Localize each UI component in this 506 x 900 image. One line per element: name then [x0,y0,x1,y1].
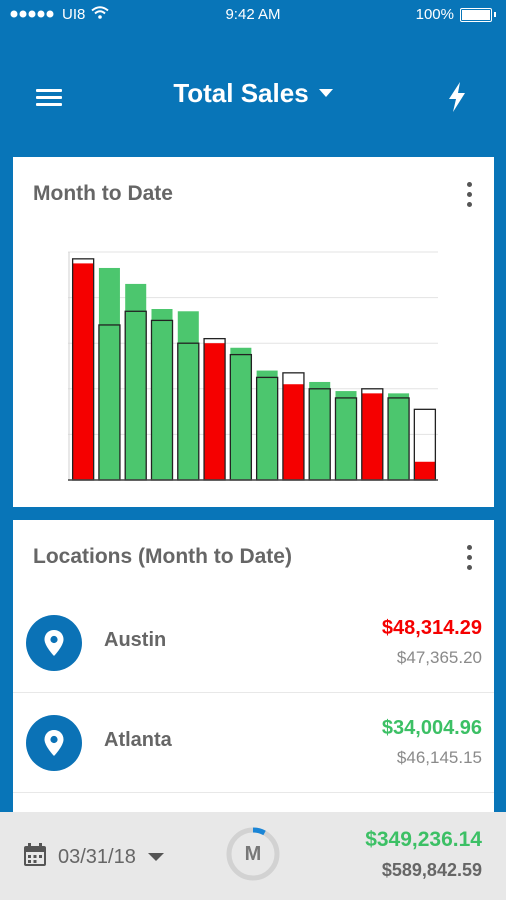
app-header: Total Sales [0,60,506,132]
status-right: 100% [416,6,496,23]
chart-bar [335,391,357,480]
wifi-icon [91,6,109,23]
carrier-name: UI8 [62,6,86,23]
location-month-sales: $34,004.96 [381,717,482,739]
locations-title: Locations (Month to Date) [33,545,292,568]
bottom-bar: 03/31/18 M $349,236.14 $589,842.59 [0,812,506,900]
caret-down-icon [318,89,333,98]
month-to-date-chart [68,251,438,481]
chart-bar [125,283,147,480]
status-bar: UI8 9:42 AM 100% [0,0,506,30]
chart-bar [414,461,436,480]
period-label: M [244,843,262,865]
chart-bar [204,343,226,480]
chart-bar [256,370,278,480]
total-sales-dropdown[interactable]: Total Sales [0,78,506,109]
chart-bar [72,263,94,480]
locations-card: Locations (Month to Date) Austin $48,314… [13,520,494,820]
caret-down-icon [147,853,164,861]
location-name: Austin [104,629,167,651]
status-time: 9:42 AM [225,6,281,23]
battery-icon [460,7,492,22]
lightning-bolt-icon[interactable] [442,80,472,114]
chart-bar [230,347,252,480]
period-progress-ring [226,827,280,881]
location-comparison-sales: $46,145.15 [396,748,482,767]
location-month-sales: $48,314.29 [381,617,482,639]
location-name: Atlanta [104,729,172,751]
signal-icon [10,6,56,23]
period-toggle-button[interactable]: M [225,826,281,882]
month-to-date-title: Month to Date [33,182,173,205]
location-comparison-sales: $47,365.20 [396,648,482,667]
more-vertical-icon[interactable] [462,544,476,572]
total-comparison-sales: $589,842.59 [381,860,482,880]
location-pin-icon [26,615,82,671]
status-left: UI8 [10,6,109,23]
menu-icon[interactable] [36,86,64,110]
date-picker[interactable]: 03/31/18 [22,842,164,872]
location-row-austin[interactable]: Austin $48,314.29 $47,365.20 [13,592,494,693]
chart-bar [361,393,383,480]
chart-bar [282,384,304,480]
month-to-date-card: Month to Date [13,157,494,507]
chart-bar [151,309,173,480]
more-vertical-icon[interactable] [462,181,476,209]
chart-bar [388,393,410,480]
total-month-sales: $349,236.14 [365,828,482,851]
calendar-icon [22,842,48,873]
location-pin-icon [26,715,82,771]
battery-tip [494,12,496,17]
location-row-atlanta[interactable]: Atlanta $34,004.96 $46,145.15 [13,692,494,793]
chart-bar [177,311,199,480]
battery-percent: 100% [415,6,454,23]
selected-date: 03/31/18 [58,845,136,868]
chart-bar [309,381,331,480]
chart-bar [98,267,120,480]
header-title-text: Total Sales [173,78,309,108]
